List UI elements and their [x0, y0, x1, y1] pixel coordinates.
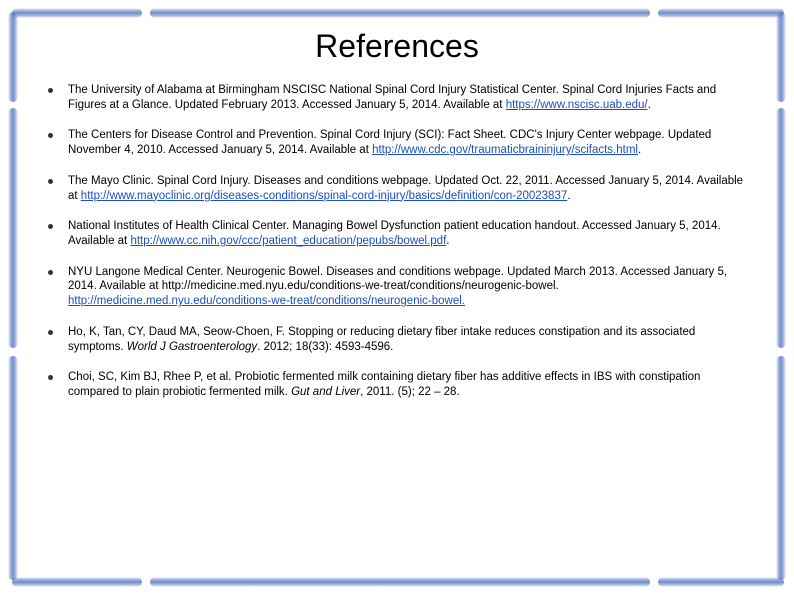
- ref-italic: Gut and Liver: [291, 386, 360, 398]
- ref-text: NYU Langone Medical Center. Neurogenic B…: [68, 266, 727, 293]
- reference-item: The Mayo Clinic. Spinal Cord Injury. Dis…: [56, 174, 754, 203]
- ref-link[interactable]: https://www.nscisc.uab.edu/: [506, 99, 648, 111]
- reference-item: The University of Alabama at Birmingham …: [56, 83, 754, 112]
- ref-link[interactable]: http://www.mayoclinic.org/diseases-condi…: [81, 190, 567, 202]
- ref-link[interactable]: http://medicine.med.nyu.edu/conditions-w…: [68, 295, 465, 307]
- reference-item: Choi, SC, Kim BJ, Rhee P, et al. Probiot…: [56, 370, 754, 399]
- ref-link[interactable]: http://www.cc.nih.gov/ccc/patient_educat…: [130, 235, 446, 247]
- ref-tail: . 2012; 18(33): 4593-4596.: [257, 341, 393, 353]
- ref-italic: World J Gastroenterology: [127, 341, 257, 353]
- references-list: The University of Alabama at Birmingham …: [30, 83, 764, 400]
- ref-post: .: [567, 190, 570, 202]
- ref-post: .: [446, 235, 449, 247]
- reference-item: NYU Langone Medical Center. Neurogenic B…: [56, 265, 754, 309]
- ref-link[interactable]: http://www.cdc.gov/traumaticbraininjury/…: [372, 144, 638, 156]
- ref-tail: , 2011. (5); 22 – 28.: [360, 386, 460, 398]
- slide-content: References The University of Alabama at …: [30, 24, 764, 571]
- ref-post: .: [648, 99, 651, 111]
- page-title: References: [30, 28, 764, 65]
- reference-item: The Centers for Disease Control and Prev…: [56, 128, 754, 157]
- reference-item: Ho, K, Tan, CY, Daud MA, Seow-Choen, F. …: [56, 325, 754, 354]
- reference-item: National Institutes of Health Clinical C…: [56, 219, 754, 248]
- ref-post: .: [638, 144, 641, 156]
